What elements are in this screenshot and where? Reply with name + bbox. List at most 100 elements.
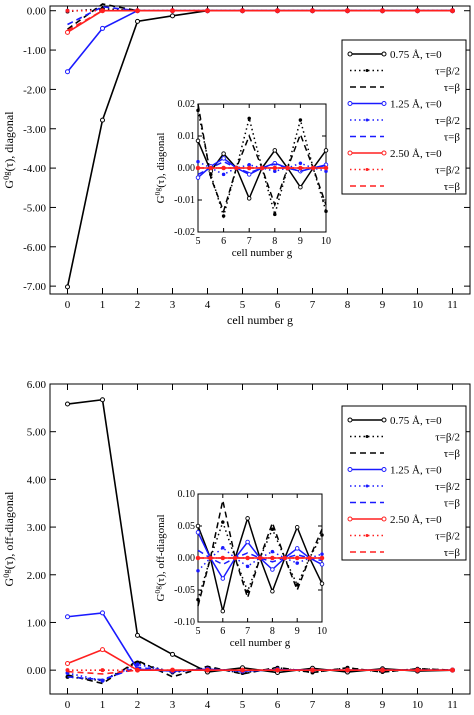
inset-data-point [221,546,225,550]
inset-y-tick-label: 0.05 [178,521,196,532]
data-point [65,660,70,666]
y-axis-label: G0g(τ), off-diagonal [2,491,17,587]
ylabel-superscript: 0g [2,569,11,578]
legend-marker [381,150,387,156]
legend-label: τ=β [444,82,461,94]
x-tick-label: 4 [205,299,211,311]
legend-marker [347,51,353,57]
inset-x-tick-label: 7 [245,626,250,637]
y-tick-label: -3.00 [23,124,46,136]
y-axis-label: G0g(τ), diagonal [2,111,17,189]
data-point [135,18,140,24]
ylabel-rest: (τ), off-diagonal [2,491,16,570]
legend-label: τ=β [444,547,461,559]
inset-data-point [245,564,250,569]
inset-data-point [320,552,324,556]
data-point [65,29,70,35]
data-point [65,284,70,290]
x-tick-label: 2 [135,699,141,711]
inset-data-point [320,533,324,537]
inset-x-tick-label: 7 [247,236,252,247]
inset-data-point [245,589,250,594]
x-tick-label: 7 [310,699,316,711]
y-tick-label: -6.00 [23,242,46,254]
y-tick-label: 5.00 [27,427,47,439]
legend-marker [347,150,353,156]
inset-data-point [270,567,275,572]
inset-y-axis-label: G0g(τ), off-diagonal [153,514,168,601]
inset-data-point [319,562,325,567]
legend-marker [365,534,369,537]
inset-data-point [245,516,250,521]
legend-label: τ=β [444,132,461,144]
x-tick-label: 8 [345,699,351,711]
inset-data-point [195,523,201,529]
x-tick-label: 9 [380,699,386,711]
inset-data-point [221,151,226,156]
legend-label: τ=β/2 [435,531,460,543]
inset-data-point [246,172,252,177]
inset-x-tick-label: 6 [220,626,225,637]
x-tick-label: 3 [170,299,176,311]
legend-marker [381,51,387,57]
x-tick-label: 9 [380,299,386,311]
data-point [100,647,105,653]
legend-marker [381,101,387,106]
inset-x-tick-label: 9 [298,236,303,247]
inset-x-axis-label: cell number g [230,637,291,649]
inset-data-point [298,161,303,165]
legend-label: τ=β/2 [435,66,460,78]
ylabel-rest: (τ), diagonal [2,111,16,172]
legend-marker [381,417,387,423]
inset-data-point [295,561,299,565]
inset-chart: 5 6 7 8 9 10 0.10 0.05 0.00 -0.05 -0.10 cell number… [153,489,328,649]
ylabel-main: G [155,594,167,602]
inset-x-axis-label: cell number g [232,247,293,259]
chart-panel-1: 0 1 2 3 4 5 6 7 8 9 10 11 0.00 -1.00 -2.00 -3.00 -4.00 -5… [2,3,471,327]
inset-y-tick-label: 0.00 [178,553,196,564]
legend-label: 1.25 Å, τ=0 [390,99,442,111]
legend-label: τ=β/2 [435,115,460,127]
series-line-9 [67,9,453,32]
x-tick-label: 5 [240,699,246,711]
ylabel-main: G [2,180,16,189]
inset-data-point [220,576,226,581]
legend-marker [347,467,353,472]
legend-label: τ=β/2 [435,165,460,177]
inset-y-tick-label: -0.02 [174,227,195,238]
inset-series-line-5 [197,160,327,176]
legend: 0.75 Å, τ=0τ=β/2τ=β1.25 Å, τ=0τ=β/2τ=β2.… [341,405,467,561]
inset-data-point [220,608,226,614]
ylabel-main: G [2,577,16,586]
x-tick-label: 7 [310,299,316,311]
x-axis-label: cell number g [227,313,293,327]
legend-label: τ=β [444,448,461,460]
legend: 0.75 Å, τ=0τ=β/2τ=β1.25 Å, τ=0τ=β/2τ=β2.… [341,39,467,195]
inset-data-point [324,169,328,173]
series-line-7 [67,9,453,34]
inset-data-point [273,169,277,173]
inset-y-tick-label: 0.00 [178,163,196,174]
y-tick-label: -4.00 [23,163,46,175]
data-point [135,662,140,667]
inset-data-point [196,569,200,573]
legend-label: τ=β [444,498,461,510]
inset-data-point [270,589,275,594]
x-tick-label: 2 [135,299,141,311]
legend-marker [365,69,369,72]
data-point [65,401,70,407]
inset-data-point [195,175,201,180]
ylabel-superscript: 0g [153,188,162,196]
inset-data-point [221,214,226,218]
legend-marker [365,484,369,488]
inset-y-tick-label: -0.10 [174,617,195,628]
ylabel-rest: (τ), off-diagonal [155,514,167,585]
inset-x-tick-label: 5 [196,236,201,247]
data-point [65,8,70,13]
y-tick-label: -7.00 [23,281,46,293]
data-point [100,610,105,616]
x-tick-label: 10 [412,699,424,711]
data-point [135,632,140,638]
inset-x-tick-label: 8 [272,236,277,247]
